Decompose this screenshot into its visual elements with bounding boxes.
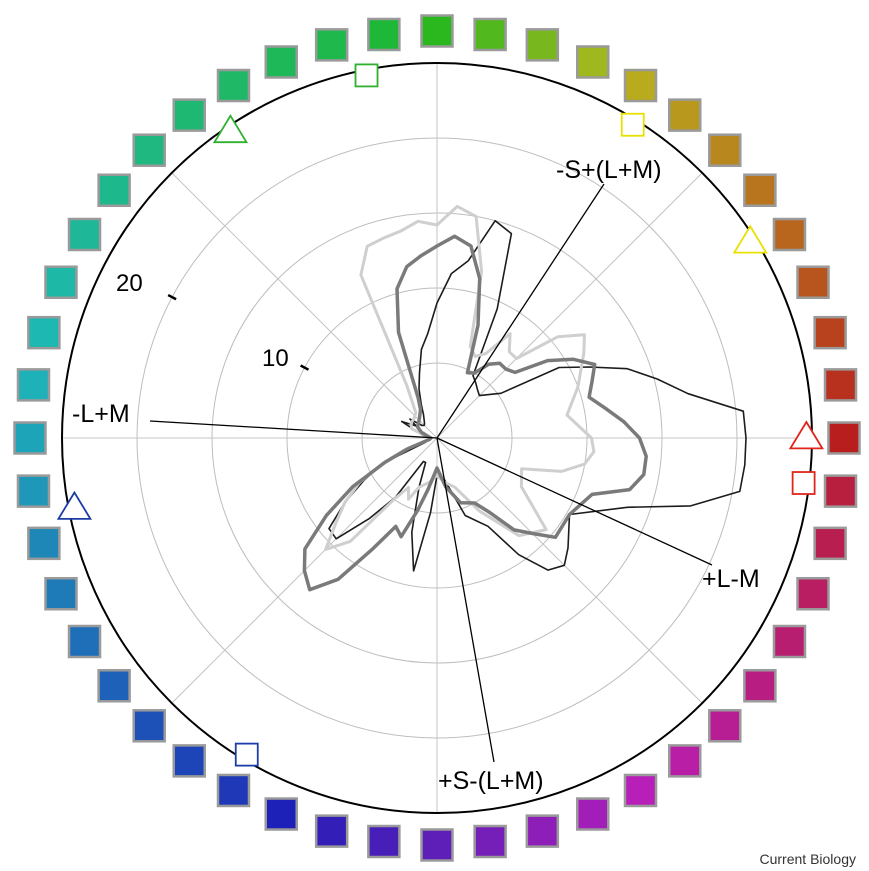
color-swatch xyxy=(216,68,251,103)
axis-label-plus-l-minus-m: +L-M xyxy=(702,565,760,593)
color-swatch xyxy=(668,98,702,132)
color-swatch xyxy=(576,45,610,79)
color-swatch xyxy=(823,474,858,508)
grid-spoke xyxy=(436,437,703,704)
color-swatch xyxy=(796,265,830,299)
color-swatch xyxy=(367,824,401,859)
color-swatch xyxy=(823,368,858,402)
color-swatch xyxy=(525,28,560,62)
color-swatch xyxy=(576,797,610,831)
color-swatch xyxy=(16,474,51,508)
color-swatch xyxy=(314,28,349,62)
radial-tick-marks xyxy=(167,293,310,371)
cone-axis-lines xyxy=(149,183,713,763)
series-curve-1 xyxy=(328,219,747,572)
marker-triangle xyxy=(788,420,824,450)
color-swatch xyxy=(13,421,47,455)
radial-tick-label-20: 20 xyxy=(116,270,143,297)
credit-text: Current Biology xyxy=(759,851,857,867)
color-swatch xyxy=(314,814,349,848)
color-swatch xyxy=(796,577,830,611)
marker-triangle xyxy=(212,114,249,144)
color-swatch xyxy=(813,315,847,350)
color-swatch xyxy=(772,217,807,252)
radial-tick-label-10: 10 xyxy=(262,345,289,372)
series-curve-2 xyxy=(324,204,596,551)
color-swatch xyxy=(708,709,742,743)
marker-square xyxy=(234,742,259,767)
color-swatch xyxy=(67,624,102,659)
color-swatch xyxy=(27,315,61,350)
color-swatch xyxy=(420,828,454,862)
color-swatch xyxy=(827,421,861,455)
color-swatch xyxy=(16,368,51,402)
axis-label-s-minus-lm: -S+(L+M) xyxy=(556,156,662,184)
color-swatch xyxy=(473,824,507,859)
color-swatch-ring xyxy=(13,14,861,862)
color-swatch xyxy=(420,14,454,48)
color-swatch xyxy=(813,526,847,561)
grid-spoke xyxy=(171,172,438,439)
color-swatch xyxy=(97,173,131,207)
color-swatch xyxy=(708,133,742,167)
axis-label-minus-l-plus-m: -L+M xyxy=(72,400,130,428)
color-swatch xyxy=(264,45,298,79)
color-swatch xyxy=(44,265,78,299)
color-swatch xyxy=(216,773,251,808)
color-swatch xyxy=(743,173,777,207)
marker-square xyxy=(620,112,645,137)
color-swatch xyxy=(367,17,401,52)
color-swatch xyxy=(97,669,131,703)
marker-square xyxy=(791,471,816,495)
color-swatch xyxy=(132,709,166,743)
axis-line-plus-l-minus-m xyxy=(436,437,713,566)
grid-spoke xyxy=(436,172,703,439)
color-swatch xyxy=(743,669,777,703)
color-swatch xyxy=(172,98,206,132)
color-swatch xyxy=(67,217,102,252)
color-swatch xyxy=(132,133,166,167)
color-swatch xyxy=(172,744,206,778)
marker-square xyxy=(354,63,379,88)
color-swatch xyxy=(264,797,298,831)
axis-label-plus-s-minus-lm: +S-(L+M) xyxy=(438,767,544,795)
color-swatch xyxy=(473,17,507,52)
color-swatch xyxy=(772,624,807,659)
radial-tick-mark xyxy=(167,293,177,301)
axis-line-minus-l-plus-m xyxy=(149,420,438,439)
color-swatch xyxy=(623,773,658,808)
marker-triangle xyxy=(56,490,93,520)
series-curve-3 xyxy=(302,234,648,592)
color-swatch xyxy=(44,577,78,611)
color-swatch xyxy=(668,744,702,778)
axis-line-s-minus-lm xyxy=(436,183,605,439)
polar-grid xyxy=(62,63,812,813)
response-curves xyxy=(302,204,747,592)
color-swatch xyxy=(623,68,658,103)
color-swatch xyxy=(525,814,560,848)
hue-markers xyxy=(56,63,824,767)
radial-tick-mark xyxy=(299,364,310,371)
marker-triangle xyxy=(732,224,768,254)
color-swatch xyxy=(27,526,61,561)
axis-line-plus-s-minus-lm xyxy=(436,437,495,763)
